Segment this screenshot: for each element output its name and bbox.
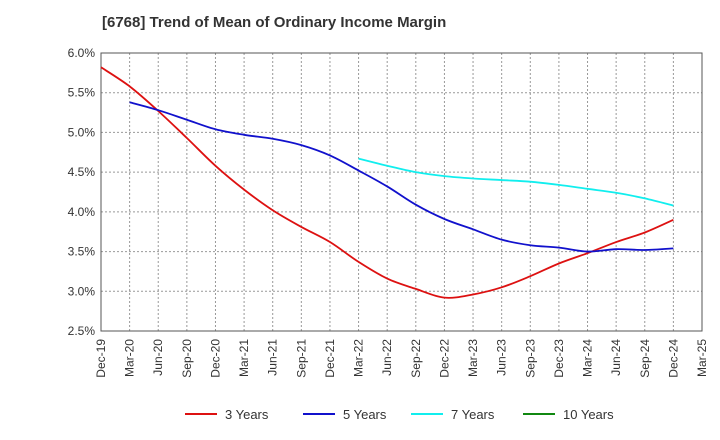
x-tick-label: Dec-24 [666,339,680,378]
x-tick-label: Jun-21 [266,339,280,376]
x-tick-label: Dec-20 [208,339,222,378]
x-tick-label: Mar-25 [695,339,709,377]
series-line-3-years [100,66,674,299]
plot-frame [100,52,703,332]
x-tick-label: Mar-21 [237,339,251,377]
y-tick-label: 3.0% [68,284,96,298]
legend-label-3-years: 3 Years [225,407,269,422]
series-line-5-years [129,101,674,253]
x-tick-label: Mar-22 [352,339,366,377]
legend-label-7-years: 7 Years [451,407,495,422]
chart-title: [6768] Trend of Mean of Ordinary Income … [102,14,447,31]
x-tick-label: Sep-21 [294,339,308,378]
series-lines [100,66,674,299]
y-tick-label: 4.5% [68,165,96,179]
legend-label-10-years: 10 Years [563,407,614,422]
x-tick-label: Sep-24 [638,339,652,378]
x-tick-label: Jun-22 [380,339,394,376]
x-tick-label: Dec-22 [437,339,451,378]
x-tick-label: Sep-23 [523,339,537,378]
x-tick-label: Dec-21 [323,339,337,378]
x-tick-label: Sep-20 [180,339,194,378]
x-tick-label: Jun-24 [609,339,623,376]
x-tick-label: Jun-20 [151,339,165,376]
series-line-7-years [358,157,674,207]
y-tick-label: 6.0% [68,46,96,60]
y-tick-label: 3.5% [68,245,96,259]
x-tick-label: Mar-20 [123,339,137,377]
x-tick-label: Mar-24 [581,339,595,377]
axes: 6.0% 5.5% 5.0% 4.5% 4.0% 3.5% 3.0% 2.5%Dec-19 Ma… [68,46,709,378]
y-tick-label: 2.5% [68,324,96,338]
legend: 3 Years 5 Years 7 Years 10 Years [185,407,614,422]
legend-label-5-years: 5 Years [343,407,387,422]
x-tick-label: Mar-23 [466,339,480,377]
y-tick-label: 4.0% [68,205,96,219]
x-tick-label: Dec-19 [94,339,108,378]
x-tick-label: Jun-23 [495,339,509,376]
y-tick-label: 5.5% [68,86,96,100]
x-tick-label: Dec-23 [552,339,566,378]
y-tick-label: 5.0% [68,125,96,139]
x-tick-label: Sep-22 [409,339,423,378]
